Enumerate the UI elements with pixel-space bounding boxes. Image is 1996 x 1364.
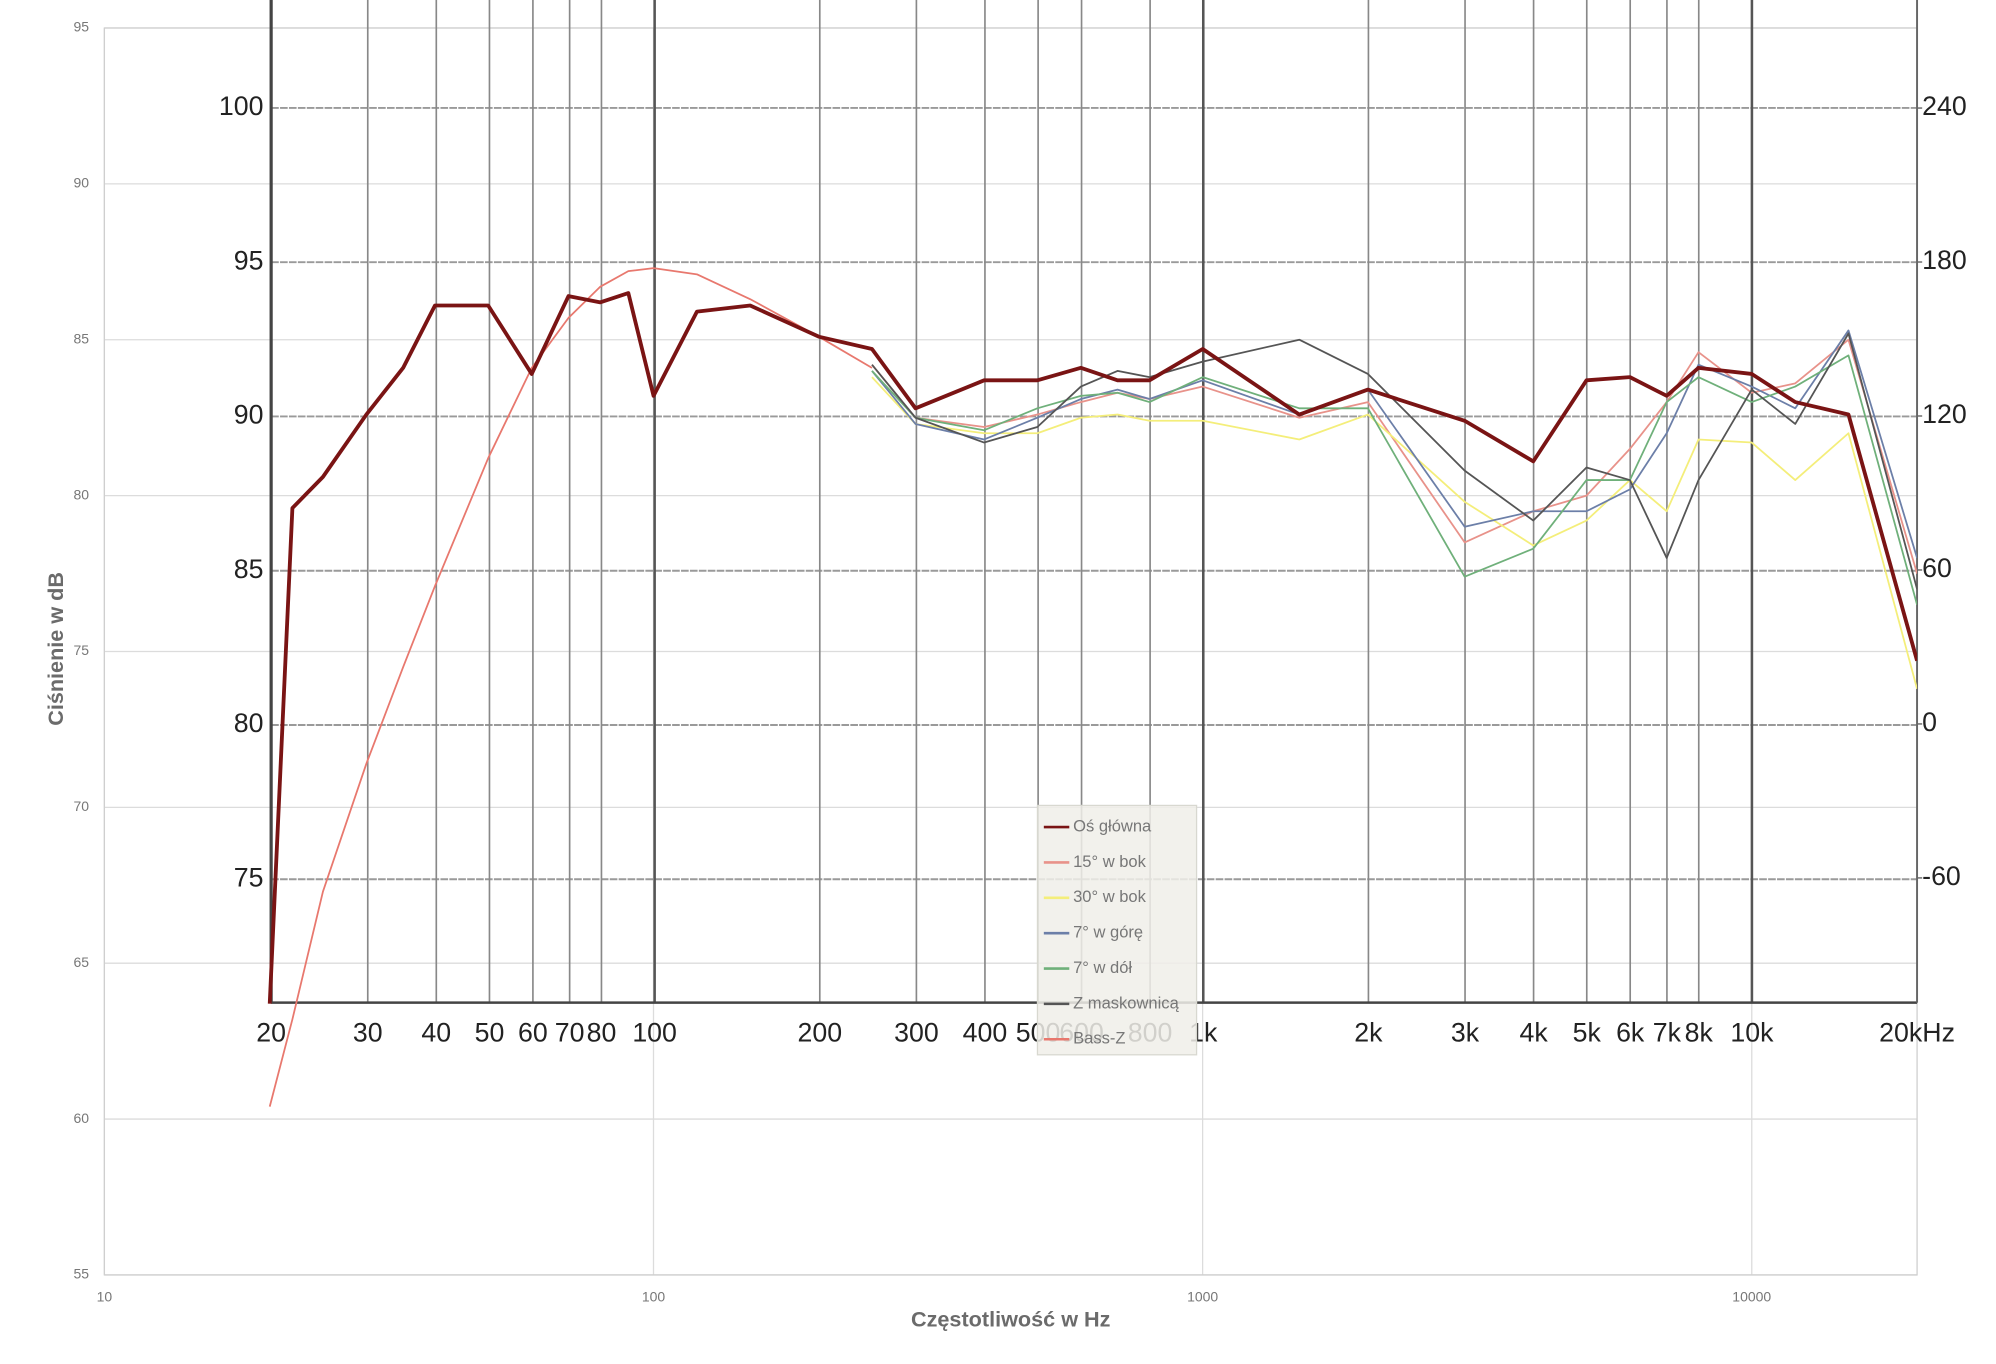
- x-tick-label: 1000: [1187, 1289, 1218, 1305]
- y-tick-label: 95: [234, 245, 264, 275]
- series-line: [871, 354, 1918, 606]
- y2-tick-label: 120: [1922, 399, 1967, 429]
- series-line: [871, 332, 1918, 590]
- series-line: [267, 291, 1918, 1004]
- x-tick-label: 10000: [1732, 1289, 1771, 1305]
- legend-box: [1036, 804, 1198, 1056]
- x-tick-label: 10k: [1730, 1018, 1774, 1048]
- legend-label: 15° w bok: [1073, 852, 1147, 871]
- y-axis-title: Ciśnienie w dB: [43, 572, 68, 726]
- x-tick-label: 5k: [1573, 1018, 1602, 1048]
- x-tick-label: 60: [518, 1018, 548, 1048]
- x-axis-title: Częstotliwość w Hz: [911, 1306, 1111, 1331]
- series-line: [268, 267, 873, 1107]
- x-tick-label: 100: [642, 1289, 666, 1305]
- x-tick-label: 7k: [1653, 1018, 1682, 1048]
- y-tick-label: 55: [74, 1266, 90, 1282]
- y2-tick-label: 60: [1922, 553, 1952, 583]
- x-tick-label: 40: [421, 1018, 451, 1048]
- y2-tick-label: 0: [1922, 707, 1937, 737]
- y-tick-label: 70: [74, 798, 90, 814]
- y-tick-label: 85: [74, 330, 90, 346]
- y-tick-label: 80: [234, 708, 264, 738]
- series-line: [871, 329, 1918, 559]
- y2-tick-label: -60: [1922, 861, 1961, 891]
- y-tick-label: 75: [74, 642, 90, 658]
- y-tick-label: 60: [74, 1110, 90, 1126]
- y-tick-label: 85: [234, 554, 264, 584]
- legend-label: Oś główna: [1073, 816, 1152, 835]
- y-tick-label: 100: [219, 91, 264, 121]
- y-tick-label: 65: [74, 954, 90, 970]
- legend-label: Z maskownicą: [1073, 993, 1179, 1012]
- legend: Oś główna 15° w bok 30° w bok 7° w górę 7° w…: [1036, 804, 1198, 1056]
- y-tick-label: 75: [234, 862, 264, 892]
- x-tick-label: 20: [256, 1018, 286, 1048]
- x-tick-label: 300: [894, 1018, 939, 1048]
- y-tick-label: 90: [74, 175, 90, 191]
- legend-label: 30° w bok: [1073, 887, 1147, 906]
- x-tick-label: 6k: [1616, 1018, 1645, 1048]
- series-line: [871, 376, 1918, 690]
- x-tick-label: 2k: [1354, 1018, 1383, 1048]
- x-tick-label: 100: [632, 1018, 677, 1048]
- y-tick-label: 90: [234, 400, 264, 430]
- x-tick-label: 80: [587, 1018, 617, 1048]
- y-tick-label: 95: [74, 19, 90, 35]
- x-tick-label: 50: [475, 1018, 505, 1048]
- x-tick-label: 4k: [1519, 1018, 1548, 1048]
- legend-label: 7° w górę: [1073, 923, 1143, 942]
- x-tick-label: 20kHz: [1879, 1018, 1955, 1048]
- x-tick-label: 10: [97, 1289, 113, 1305]
- x-tick-label: 30: [353, 1018, 383, 1048]
- x-tick-label: 200: [797, 1018, 842, 1048]
- x-tick-label: 70: [555, 1018, 585, 1048]
- x-tick-label: 3k: [1451, 1018, 1480, 1048]
- x-tick-label: 400: [963, 1018, 1008, 1048]
- curves: [267, 267, 1918, 1107]
- y-tick-label: 80: [74, 486, 90, 502]
- legend-label: 7° w dół: [1073, 958, 1132, 977]
- background-chart: 55 60 65 70 75 80 85 90 95 10 100 1000 10000 Częstotl…: [43, 19, 1918, 1331]
- legend-label: Bass-Z: [1073, 1029, 1125, 1048]
- y2-tick-label: 180: [1922, 245, 1967, 275]
- y2-tick-label: 240: [1922, 91, 1967, 121]
- x-tick-label: 8k: [1685, 1018, 1714, 1048]
- series-line: [871, 338, 1918, 574]
